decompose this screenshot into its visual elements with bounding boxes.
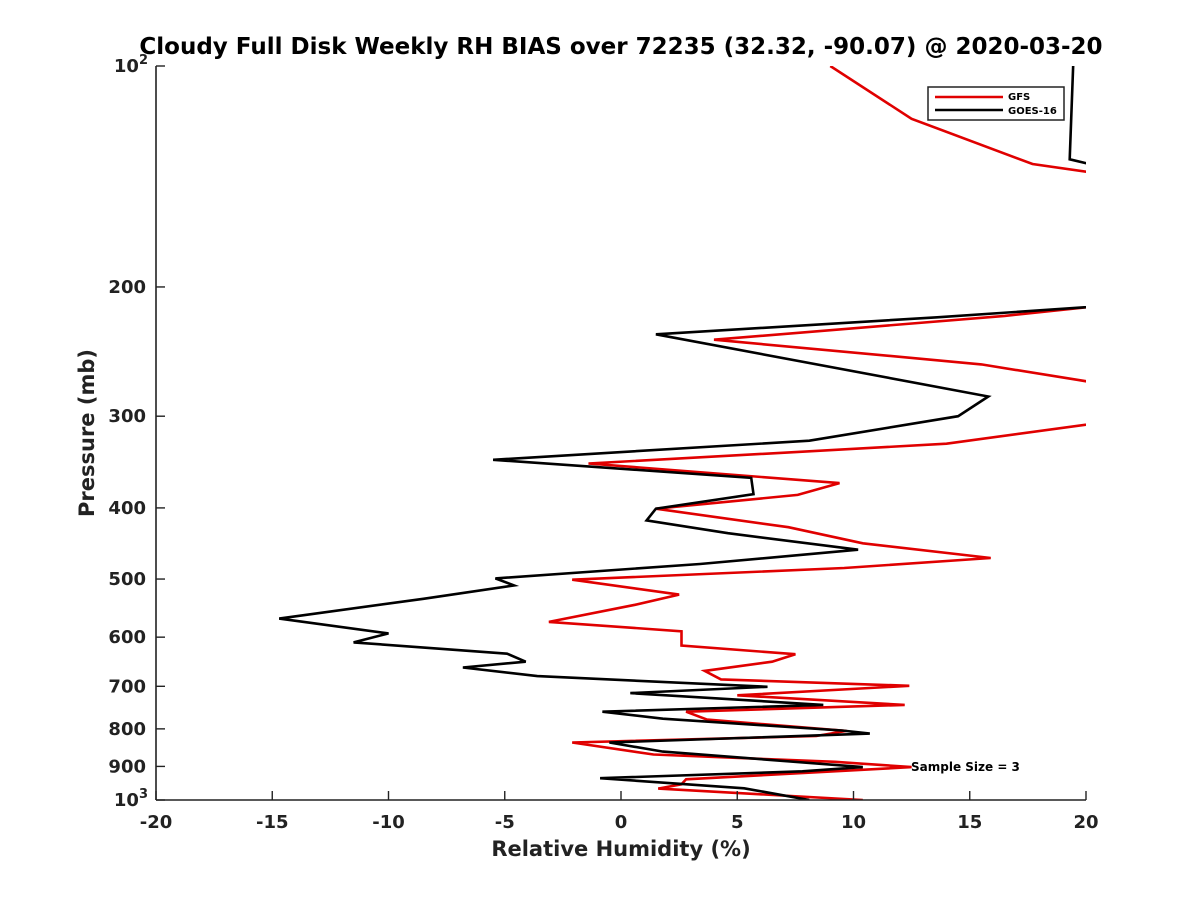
- x-tick-label: -10: [372, 812, 405, 833]
- x-axis-ticks: -20 -15 -10 -5 0 5 10 15 20: [140, 791, 1099, 833]
- x-tick-label: 5: [731, 812, 744, 833]
- series-line-goes16: [279, 66, 1086, 800]
- x-axis-label: Relative Humidity (%): [491, 837, 750, 861]
- y-tick-label: 900: [108, 756, 146, 777]
- series-group: [279, 66, 1086, 800]
- x-tick-label: 0: [615, 812, 628, 833]
- y-tick-label: 103: [114, 787, 148, 811]
- y-tick-label: 600: [108, 627, 146, 648]
- x-tick-label: -5: [495, 812, 515, 833]
- x-tick-label: -20: [140, 812, 173, 833]
- x-tick-label: 20: [1073, 812, 1098, 833]
- legend-label-goes16: GOES-16: [1008, 106, 1057, 117]
- legend-box: [927, 86, 1065, 121]
- y-tick-label: 400: [108, 498, 146, 519]
- y-tick-label: 700: [108, 676, 146, 697]
- chart-title: Cloudy Full Disk Weekly RH BIAS over 722…: [139, 34, 1102, 60]
- legend: GFS GOES-16: [927, 86, 1065, 121]
- y-tick-label: 300: [108, 406, 146, 427]
- y-tick-label: 102: [114, 53, 148, 77]
- y-tick-label: 200: [108, 277, 146, 298]
- x-tick-label: 10: [841, 812, 866, 833]
- y-tick-label: 500: [108, 569, 146, 590]
- x-tick-label: 15: [957, 812, 982, 833]
- y-axis-ticks: 102 200 300 400 500 600 700 800 900 103: [108, 53, 165, 811]
- y-axis-label: Pressure (mb): [75, 349, 99, 517]
- x-tick-label: -15: [256, 812, 289, 833]
- series-line-gfs: [548, 66, 1086, 800]
- y-tick-label: 800: [108, 719, 146, 740]
- sample-size-annotation: Sample Size = 3: [911, 760, 1020, 774]
- legend-label-gfs: GFS: [1008, 92, 1030, 103]
